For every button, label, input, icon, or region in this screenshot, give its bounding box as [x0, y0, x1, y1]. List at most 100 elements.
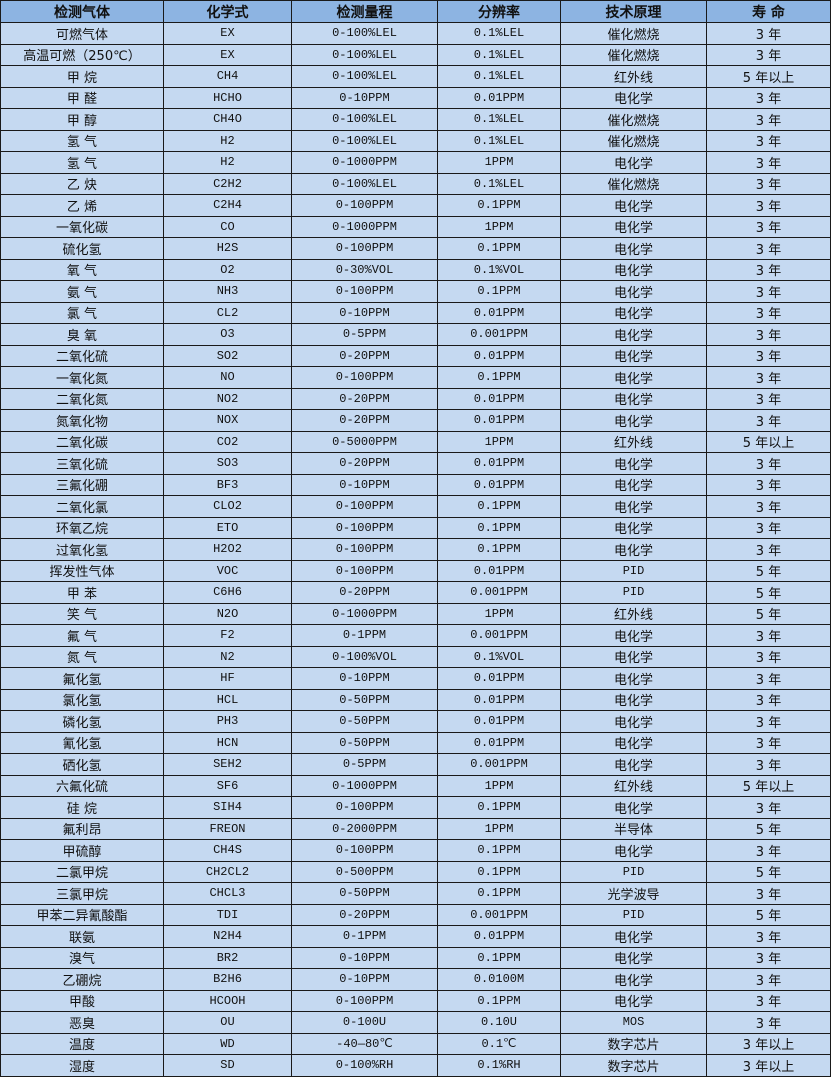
cell-formula: HCL [163, 688, 292, 711]
cell-range: 0-50PPM [291, 731, 438, 754]
header-range: 检测量程 [291, 0, 438, 23]
cell-gas: 硅 烷 [0, 796, 164, 819]
cell-principle: 电化学 [560, 301, 707, 324]
cell-principle: 电化学 [560, 624, 707, 647]
cell-gas: 氢 气 [0, 151, 164, 174]
cell-lifetime: 3 年 [706, 108, 831, 131]
cell-resolution: 0.1%LEL [437, 22, 561, 45]
table-row: 氨 气 NH3 0-100PPM 0.1PPM 电化学 3 年 [0, 280, 831, 303]
cell-range: 0-100PPM [291, 495, 438, 518]
cell-lifetime: 3 年 [706, 968, 831, 991]
cell-formula: C6H6 [163, 581, 292, 604]
cell-gas: 一氧化碳 [0, 215, 164, 238]
table-row: 氯 气 CL2 0-10PPM 0.01PPM 电化学 3 年 [0, 301, 831, 324]
table-row: 恶臭 OU 0-100U 0.10U MOS 3 年 [0, 1011, 831, 1034]
cell-gas: 甲 苯 [0, 581, 164, 604]
cell-gas: 联氨 [0, 925, 164, 948]
cell-gas: 甲 烷 [0, 65, 164, 88]
cell-principle: PID [560, 903, 707, 926]
cell-resolution: 0.1PPM [437, 280, 561, 303]
cell-principle: 数字芯片 [560, 1054, 707, 1077]
cell-formula: CL2 [163, 301, 292, 324]
table-row: 磷化氢 PH3 0-50PPM 0.01PPM 电化学 3 年 [0, 710, 831, 733]
table-row: 氢 气 H2 0-1000PPM 1PPM 电化学 3 年 [0, 151, 831, 174]
cell-lifetime: 3 年 [706, 946, 831, 969]
cell-gas: 二氧化硫 [0, 344, 164, 367]
cell-principle: PID [560, 581, 707, 604]
cell-principle: 催化燃烧 [560, 22, 707, 45]
cell-resolution: 0.1PPM [437, 860, 561, 883]
cell-principle: 催化燃烧 [560, 129, 707, 152]
cell-resolution: 0.01PPM [437, 301, 561, 324]
cell-gas: 二氧化氮 [0, 387, 164, 410]
cell-lifetime: 3 年 [706, 688, 831, 711]
cell-principle: 电化学 [560, 452, 707, 475]
cell-formula: WD [163, 1032, 292, 1055]
cell-resolution: 0.1%VOL [437, 258, 561, 281]
header-principle: 技术原理 [560, 0, 707, 23]
table-row: 六氟化硫 SF6 0-1000PPM 1PPM 红外线 5 年以上 [0, 774, 831, 797]
table-row: 硅 烷 SIH4 0-100PPM 0.1PPM 电化学 3 年 [0, 796, 831, 819]
cell-gas: 氨 气 [0, 280, 164, 303]
cell-formula: SD [163, 1054, 292, 1077]
cell-formula: EX [163, 22, 292, 45]
table-body: 可燃气体 EX 0-100%LEL 0.1%LEL 催化燃烧 3 年高温可燃（250℃） E… [0, 22, 831, 1077]
cell-resolution: 0.001PPM [437, 903, 561, 926]
cell-resolution: 0.1PPM [437, 194, 561, 217]
cell-lifetime: 3 年 [706, 882, 831, 905]
cell-resolution: 0.001PPM [437, 581, 561, 604]
cell-lifetime: 3 年 [706, 129, 831, 152]
cell-range: 0-5000PPM [291, 430, 438, 453]
cell-gas: 六氟化硫 [0, 774, 164, 797]
cell-range: 0-10PPM [291, 946, 438, 969]
cell-lifetime: 5 年 [706, 860, 831, 883]
cell-resolution: 0.01PPM [437, 409, 561, 432]
cell-formula: BF3 [163, 473, 292, 496]
cell-principle: PID [560, 559, 707, 582]
cell-gas: 甲硫醇 [0, 839, 164, 862]
cell-gas: 甲酸 [0, 989, 164, 1012]
cell-lifetime: 3 年 [706, 710, 831, 733]
cell-range: 0-20PPM [291, 903, 438, 926]
cell-gas: 乙 烯 [0, 194, 164, 217]
cell-gas: 氯 气 [0, 301, 164, 324]
header-resolution: 分辨率 [437, 0, 561, 23]
cell-range: 0-1000PPM [291, 215, 438, 238]
cell-principle: 电化学 [560, 753, 707, 776]
cell-principle: 电化学 [560, 731, 707, 754]
cell-lifetime: 3 年 [706, 409, 831, 432]
cell-resolution: 0.1PPM [437, 516, 561, 539]
cell-formula: HCN [163, 731, 292, 754]
cell-principle: 电化学 [560, 839, 707, 862]
cell-principle: MOS [560, 1011, 707, 1034]
table-row: 甲苯二异氰酸酯 TDI 0-20PPM 0.001PPM PID 5 年 [0, 903, 831, 926]
cell-range: 0-100PPM [291, 366, 438, 389]
table-row: 氯化氢 HCL 0-50PPM 0.01PPM 电化学 3 年 [0, 688, 831, 711]
cell-gas: 湿度 [0, 1054, 164, 1077]
cell-lifetime: 3 年 [706, 280, 831, 303]
cell-resolution: 0.1%RH [437, 1054, 561, 1077]
cell-lifetime: 3 年 [706, 387, 831, 410]
cell-range: 0-1000PPM [291, 774, 438, 797]
cell-resolution: 1PPM [437, 151, 561, 174]
cell-formula: H2O2 [163, 538, 292, 561]
cell-principle: 电化学 [560, 366, 707, 389]
cell-formula: CH4S [163, 839, 292, 862]
cell-lifetime: 3 年 [706, 538, 831, 561]
table-row: 笑 气 N2O 0-1000PPM 1PPM 红外线 5 年 [0, 602, 831, 625]
cell-range: 0-100%LEL [291, 172, 438, 195]
cell-range: 0-20PPM [291, 387, 438, 410]
cell-gas: 乙硼烷 [0, 968, 164, 991]
cell-formula: H2 [163, 151, 292, 174]
table-row: 氮氧化物 NOX 0-20PPM 0.01PPM 电化学 3 年 [0, 409, 831, 432]
table-row: 挥发性气体 VOC 0-100PPM 0.01PPM PID 5 年 [0, 559, 831, 582]
cell-principle: 半导体 [560, 817, 707, 840]
cell-gas: 一氧化氮 [0, 366, 164, 389]
cell-range: 0-500PPM [291, 860, 438, 883]
cell-range: 0-2000PPM [291, 817, 438, 840]
cell-resolution: 0.01PPM [437, 452, 561, 475]
cell-gas: 溴气 [0, 946, 164, 969]
cell-lifetime: 3 年 [706, 624, 831, 647]
cell-formula: EX [163, 43, 292, 66]
